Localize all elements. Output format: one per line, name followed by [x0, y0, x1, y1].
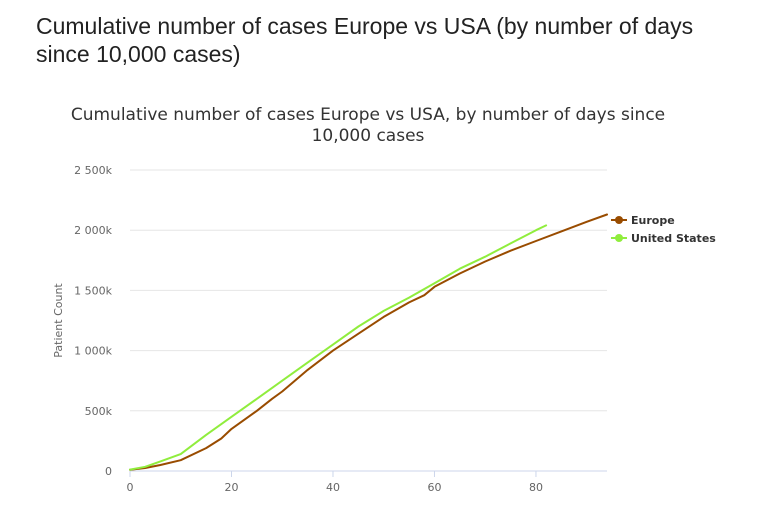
x-tick-label: 20: [224, 481, 238, 494]
y-tick-label: 500k: [85, 405, 113, 418]
y-tick-label: 1 500k: [74, 284, 112, 297]
gridlines: [130, 169, 607, 412]
legend-symbol: [615, 234, 623, 242]
chart-title-line-2: 10,000 cases: [312, 126, 425, 146]
y-axis-ticks: 0 500k 1 000k 1 500k 2 000k 2 500k: [74, 164, 112, 478]
legend-symbol: [615, 216, 623, 224]
y-tick-label: 1 000k: [74, 345, 112, 358]
y-tick-label: 2 000k: [74, 224, 112, 237]
x-tick-label: 40: [326, 481, 340, 494]
series-line-united-states[interactable]: [129, 224, 548, 471]
legend-label: Europe: [631, 214, 675, 227]
y-tick-label: 2 500k: [74, 164, 112, 177]
legend: Europe United States: [611, 214, 716, 245]
series-lines: [129, 213, 608, 471]
legend-item[interactable]: Europe: [611, 214, 675, 227]
x-tick-label: 0: [127, 481, 134, 494]
legend-item[interactable]: United States: [611, 232, 716, 245]
x-axis-ticks: 0 20 40 60 80: [127, 471, 543, 494]
chart-title-line-1: Cumulative number of cases Europe vs USA…: [71, 105, 665, 125]
x-tick-label: 80: [529, 481, 543, 494]
series-line-europe[interactable]: [129, 213, 608, 471]
legend-label: United States: [631, 232, 716, 245]
x-tick-label: 60: [427, 481, 441, 494]
page-heading: Cumulative number of cases Europe vs USA…: [36, 13, 694, 67]
y-tick-label: 0: [105, 465, 112, 478]
y-axis-label: Patient Count: [52, 283, 65, 358]
